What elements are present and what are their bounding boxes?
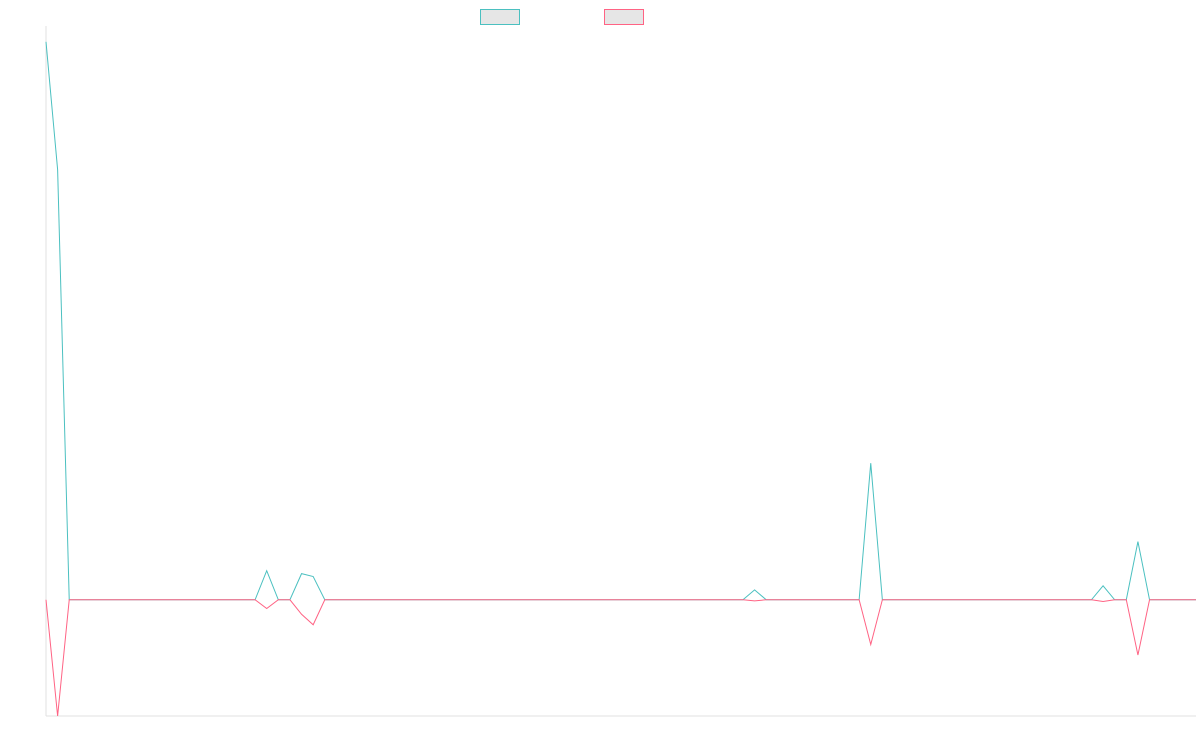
series-1-line (45, 41, 1196, 601)
series-2-line (45, 599, 1196, 717)
legend-swatch-series-2[interactable] (604, 9, 644, 25)
legend-swatch-series-1[interactable] (480, 9, 520, 25)
series-1 (45, 41, 1196, 601)
series-2 (45, 599, 1196, 717)
